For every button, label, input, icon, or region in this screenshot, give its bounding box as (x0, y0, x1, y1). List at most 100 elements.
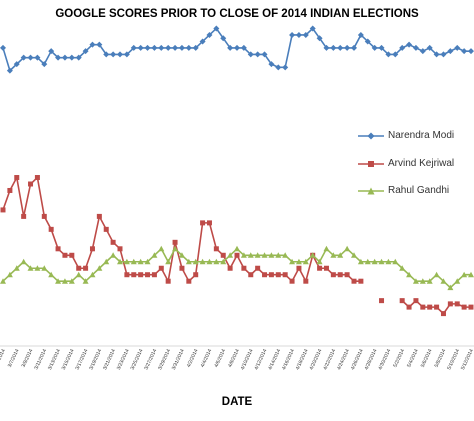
data-point-arvind-kejriwal[interactable] (344, 272, 350, 278)
data-point-narendra-modi[interactable] (13, 61, 20, 68)
data-point-rahul-gandhi[interactable] (75, 271, 82, 278)
data-point-arvind-kejriwal[interactable] (7, 187, 13, 193)
data-point-rahul-gandhi[interactable] (351, 252, 357, 258)
data-point-rahul-gandhi[interactable] (165, 258, 172, 265)
data-point-arvind-kejriwal[interactable] (206, 220, 212, 226)
data-point-arvind-kejriwal[interactable] (117, 246, 123, 252)
data-point-arvind-kejriwal[interactable] (379, 298, 385, 304)
data-point-rahul-gandhi[interactable] (268, 252, 275, 258)
data-point-narendra-modi[interactable] (206, 31, 213, 38)
data-point-arvind-kejriwal[interactable] (461, 304, 467, 310)
data-point-narendra-modi[interactable] (254, 51, 261, 58)
data-point-arvind-kejriwal[interactable] (172, 239, 178, 245)
data-point-arvind-kejriwal[interactable] (454, 301, 460, 307)
data-point-narendra-modi[interactable] (406, 41, 413, 48)
data-point-rahul-gandhi[interactable] (357, 258, 364, 265)
data-point-arvind-kejriwal[interactable] (323, 265, 329, 271)
data-point-narendra-modi[interactable] (289, 31, 296, 38)
data-point-narendra-modi[interactable] (309, 25, 316, 32)
data-point-rahul-gandhi[interactable] (13, 265, 20, 271)
data-point-narendra-modi[interactable] (247, 51, 254, 58)
data-point-narendra-modi[interactable] (89, 41, 96, 48)
data-point-rahul-gandhi[interactable] (282, 252, 289, 258)
data-point-rahul-gandhi[interactable] (426, 278, 433, 284)
data-point-rahul-gandhi[interactable] (419, 278, 426, 284)
data-point-narendra-modi[interactable] (61, 54, 68, 61)
data-point-narendra-modi[interactable] (385, 51, 392, 58)
data-point-rahul-gandhi[interactable] (6, 271, 13, 278)
data-point-narendra-modi[interactable] (412, 44, 419, 51)
data-point-arvind-kejriwal[interactable] (193, 272, 199, 278)
data-point-narendra-modi[interactable] (130, 44, 137, 51)
data-point-rahul-gandhi[interactable] (323, 245, 330, 252)
data-point-arvind-kejriwal[interactable] (55, 246, 61, 252)
data-point-arvind-kejriwal[interactable] (406, 304, 412, 310)
data-point-narendra-modi[interactable] (213, 25, 220, 32)
data-point-arvind-kejriwal[interactable] (21, 213, 27, 219)
data-point-arvind-kejriwal[interactable] (200, 220, 206, 226)
data-point-rahul-gandhi[interactable] (199, 258, 206, 265)
data-point-arvind-kejriwal[interactable] (151, 272, 157, 278)
data-point-rahul-gandhi[interactable] (89, 271, 96, 278)
data-point-arvind-kejriwal[interactable] (213, 246, 219, 252)
data-point-arvind-kejriwal[interactable] (262, 272, 268, 278)
data-point-narendra-modi[interactable] (75, 54, 82, 61)
data-point-narendra-modi[interactable] (103, 51, 110, 58)
data-point-rahul-gandhi[interactable] (144, 258, 151, 265)
data-point-narendra-modi[interactable] (144, 44, 151, 51)
data-point-rahul-gandhi[interactable] (399, 265, 406, 271)
data-point-narendra-modi[interactable] (461, 48, 468, 55)
data-point-rahul-gandhi[interactable] (55, 278, 62, 284)
data-point-narendra-modi[interactable] (158, 44, 165, 51)
data-point-narendra-modi[interactable] (344, 44, 351, 51)
data-point-arvind-kejriwal[interactable] (186, 278, 192, 284)
data-point-arvind-kejriwal[interactable] (76, 265, 82, 271)
data-point-rahul-gandhi[interactable] (34, 265, 41, 271)
data-point-rahul-gandhi[interactable] (440, 278, 447, 284)
data-point-rahul-gandhi[interactable] (378, 258, 385, 265)
data-point-rahul-gandhi[interactable] (192, 258, 199, 265)
data-point-narendra-modi[interactable] (192, 44, 199, 51)
data-point-narendra-modi[interactable] (399, 44, 406, 51)
data-point-arvind-kejriwal[interactable] (220, 252, 226, 258)
data-point-arvind-kejriwal[interactable] (124, 272, 130, 278)
data-point-rahul-gandhi[interactable] (412, 278, 419, 284)
data-point-rahul-gandhi[interactable] (158, 245, 165, 252)
data-point-arvind-kejriwal[interactable] (275, 272, 281, 278)
data-point-rahul-gandhi[interactable] (0, 278, 6, 284)
data-point-rahul-gandhi[interactable] (41, 265, 48, 271)
data-point-narendra-modi[interactable] (261, 51, 268, 58)
data-point-arvind-kejriwal[interactable] (83, 265, 89, 271)
data-point-narendra-modi[interactable] (20, 54, 27, 61)
data-point-narendra-modi[interactable] (220, 35, 227, 42)
data-point-rahul-gandhi[interactable] (461, 271, 468, 278)
data-point-narendra-modi[interactable] (199, 38, 206, 45)
data-point-arvind-kejriwal[interactable] (48, 226, 54, 232)
data-point-narendra-modi[interactable] (172, 44, 179, 51)
data-point-narendra-modi[interactable] (316, 35, 323, 42)
data-point-arvind-kejriwal[interactable] (303, 278, 309, 284)
data-point-rahul-gandhi[interactable] (68, 278, 75, 284)
data-point-rahul-gandhi[interactable] (130, 258, 137, 265)
data-point-rahul-gandhi[interactable] (330, 252, 337, 258)
data-point-arvind-kejriwal[interactable] (248, 272, 254, 278)
data-point-rahul-gandhi[interactable] (117, 258, 123, 265)
data-point-arvind-kejriwal[interactable] (351, 278, 357, 284)
data-point-rahul-gandhi[interactable] (61, 278, 68, 284)
data-point-rahul-gandhi[interactable] (392, 258, 399, 265)
data-point-arvind-kejriwal[interactable] (234, 252, 240, 258)
data-point-narendra-modi[interactable] (295, 31, 302, 38)
data-point-rahul-gandhi[interactable] (433, 271, 440, 278)
data-point-rahul-gandhi[interactable] (234, 245, 240, 252)
data-point-arvind-kejriwal[interactable] (434, 304, 440, 310)
data-point-rahul-gandhi[interactable] (172, 245, 179, 252)
data-point-narendra-modi[interactable] (165, 44, 172, 51)
data-point-rahul-gandhi[interactable] (110, 252, 117, 258)
data-point-narendra-modi[interactable] (227, 44, 234, 51)
data-point-narendra-modi[interactable] (275, 64, 282, 71)
data-point-rahul-gandhi[interactable] (96, 265, 103, 271)
data-point-rahul-gandhi[interactable] (468, 271, 474, 278)
data-point-arvind-kejriwal[interactable] (96, 213, 102, 219)
data-point-narendra-modi[interactable] (110, 51, 117, 58)
data-point-rahul-gandhi[interactable] (103, 258, 110, 265)
